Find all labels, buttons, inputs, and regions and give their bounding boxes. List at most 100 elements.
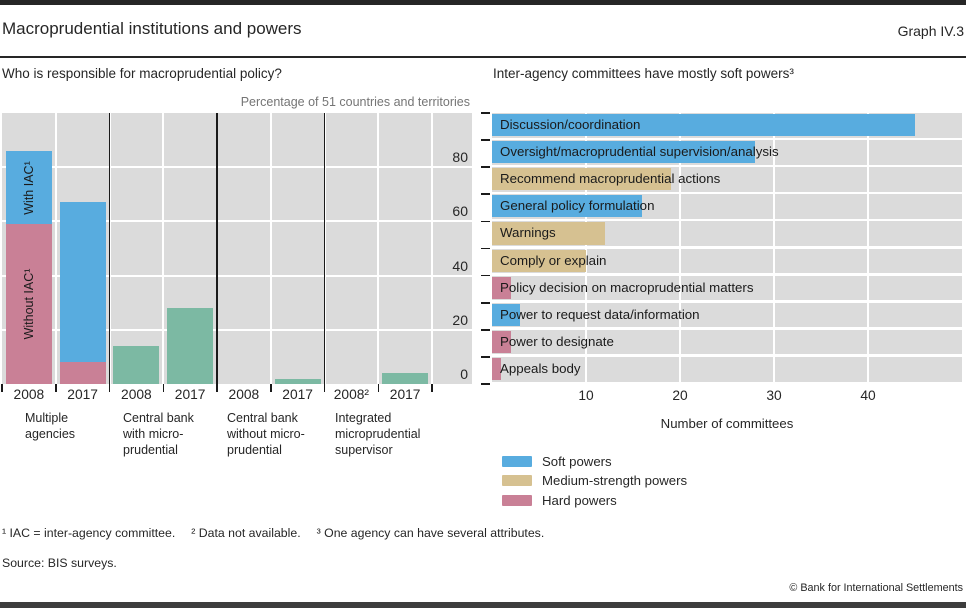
- legend-label: Hard powers: [542, 492, 617, 508]
- x-tick-label: 2017: [389, 387, 421, 402]
- category-bar: [492, 357, 502, 381]
- legend-item-soft: Soft powers: [502, 452, 687, 471]
- stacked-bar: Without IAC¹ With IAC¹: [5, 150, 52, 384]
- category-bar: [492, 276, 511, 299]
- bar-segment-label: With IAC¹: [21, 160, 36, 215]
- category-label: Appeals body: [500, 360, 581, 376]
- category-tick-mark: [481, 220, 490, 223]
- graph-number: Graph IV.3: [897, 23, 964, 39]
- x-tick-label: 2008: [228, 387, 260, 402]
- x-tick-label: 40: [860, 388, 876, 403]
- bar-segment: [113, 346, 160, 384]
- gridline-horizontal: [2, 166, 472, 169]
- y-tick-label: 40: [452, 257, 468, 274]
- category-label: Discussion/coordination: [500, 117, 641, 132]
- bar-segment: Without IAC¹: [5, 224, 52, 384]
- gridline-horizontal: [2, 328, 472, 331]
- medium-strength-powers-swatch: [502, 475, 532, 487]
- right-chart-axis-title: Number of committees: [660, 416, 794, 431]
- category-tick-mark: [481, 356, 490, 358]
- bar-segment: [274, 378, 321, 384]
- x-tick-mark: [55, 384, 57, 392]
- legend-item-medium: Medium-strength powers: [502, 471, 687, 490]
- x-tick-label: 10: [578, 388, 594, 403]
- footnote-2: ² Data not available.: [191, 526, 301, 540]
- category-label: Recommend macroprudential actions: [500, 171, 721, 187]
- bar-segment: [59, 202, 106, 363]
- chart-row-band: [492, 275, 962, 301]
- category-tick-mark: [481, 139, 490, 141]
- gridline-vertical: [585, 113, 587, 382]
- x-tick-mark: [377, 384, 379, 392]
- group-label-cb-with-micro: Central bank with micro- prudential: [123, 411, 194, 457]
- left-chart-plot-area: Without IAC¹ With IAC¹ 0 20 40 60 80: [2, 113, 472, 384]
- gridline-vertical: [679, 113, 681, 382]
- chart-row-band: [492, 302, 962, 328]
- gridline-vertical: [773, 113, 775, 382]
- category-label: Policy decision on macroprudential matte…: [500, 279, 754, 295]
- footnote-1: ¹ IAC = inter-agency committee.: [2, 526, 176, 540]
- legend: Soft powers Medium-strength powers Hard …: [502, 452, 687, 510]
- category-label: Oversight/macroprudential supervision/an…: [500, 144, 779, 160]
- bar-segment-label: Without IAC¹: [21, 268, 36, 340]
- x-tick-mark: [431, 384, 433, 392]
- gridline-vertical: [867, 113, 869, 382]
- group-label-multiple-agencies: Multiple agencies: [25, 411, 76, 441]
- group-separator-line: [108, 113, 111, 384]
- x-tick-label: 30: [766, 388, 782, 403]
- title-divider: [0, 56, 966, 58]
- category-bar: [492, 249, 586, 272]
- stacked-bar: [167, 308, 214, 384]
- y-tick-label: 20: [452, 311, 468, 328]
- legend-label: Medium-strength powers: [542, 473, 688, 489]
- gridline-vertical: [269, 113, 272, 384]
- legend-item-hard: Hard powers: [502, 491, 687, 510]
- category-label: Power to request data/information: [500, 306, 700, 322]
- left-chart-x-labels: 2008 2017 2008 2017 2008 2017 2008² 2017: [2, 387, 472, 405]
- footnote-3: ³ One agency can have several attributes…: [316, 526, 545, 540]
- category-bar: [492, 303, 521, 326]
- y-tick-label: 0: [460, 366, 468, 382]
- soft-powers-swatch: [502, 456, 532, 468]
- x-tick-mark: [1, 384, 3, 392]
- copyright-note: © Bank for International Settlements: [789, 582, 963, 594]
- stacked-bar: [382, 373, 429, 384]
- category-tick-mark: [481, 274, 490, 277]
- x-tick-label: 2017: [282, 387, 313, 402]
- x-tick-label: 2017: [67, 387, 98, 402]
- stacked-bar: [274, 378, 321, 384]
- x-tick-mark: [108, 384, 111, 392]
- x-tick-mark: [162, 384, 164, 392]
- y-tick-label: 60: [452, 203, 468, 220]
- chart-row-band: [492, 356, 962, 382]
- category-bar: [492, 141, 756, 164]
- x-tick-mark: [270, 384, 272, 392]
- hard-powers-swatch: [502, 494, 532, 506]
- category-tick-mark: [481, 328, 490, 331]
- x-tick-label: 2008: [121, 387, 152, 402]
- chart-row-band: [492, 329, 962, 355]
- stacked-bar: [113, 346, 160, 384]
- legend-label: Soft powers: [542, 454, 612, 470]
- x-tick-mark: [323, 384, 326, 392]
- group-label-integrated-supervisor: Integrated microprudential supervisor: [335, 411, 421, 457]
- page-title: Macroprudential institutions and powers: [2, 19, 302, 38]
- gridline-vertical: [431, 113, 433, 384]
- bar-segment: [382, 373, 429, 384]
- category-label: General policy formulation: [500, 198, 655, 214]
- category-label: Warnings: [500, 225, 556, 241]
- gridline-horizontal: [2, 274, 472, 277]
- category-bar: [492, 222, 605, 245]
- right-panel-title: Inter-agency committees have mostly soft…: [493, 66, 794, 81]
- x-tick-label: 2008²: [333, 387, 370, 402]
- category-bar: [492, 114, 915, 137]
- x-tick-label: 20: [672, 388, 688, 403]
- x-tick-label: 2017: [174, 387, 206, 402]
- category-bar: [492, 168, 671, 191]
- gridline-vertical: [54, 113, 57, 384]
- stacked-bar: [59, 202, 106, 384]
- category-tick-mark: [481, 112, 490, 114]
- bar-segment: [167, 308, 214, 384]
- gridline-vertical: [377, 113, 380, 384]
